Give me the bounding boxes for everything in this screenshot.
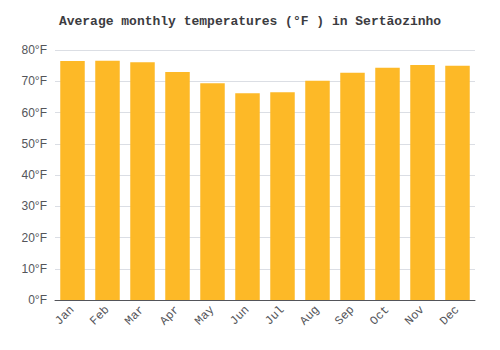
svg-text:Sep: Sep <box>332 303 357 328</box>
svg-text:80°F: 80°F <box>22 43 47 57</box>
svg-text:Aug: Aug <box>297 303 322 328</box>
svg-text:0°F: 0°F <box>28 293 47 307</box>
svg-text:Average monthly temperatures (: Average monthly temperatures (°F ) in Se… <box>59 14 441 29</box>
svg-text:60°F: 60°F <box>22 106 47 120</box>
svg-text:Feb: Feb <box>87 303 112 328</box>
svg-text:Oct: Oct <box>367 303 392 328</box>
svg-text:70°F: 70°F <box>22 74 47 88</box>
svg-text:Nov: Nov <box>402 303 427 328</box>
svg-text:May: May <box>192 303 217 328</box>
svg-text:40°F: 40°F <box>22 168 47 182</box>
svg-text:Jan: Jan <box>52 303 77 328</box>
svg-text:Jun: Jun <box>227 303 252 328</box>
svg-text:50°F: 50°F <box>22 137 47 151</box>
svg-text:Mar: Mar <box>122 303 147 328</box>
svg-text:Dec: Dec <box>437 303 462 328</box>
svg-text:20°F: 20°F <box>22 231 47 245</box>
svg-text:Jul: Jul <box>262 303 287 328</box>
svg-text:10°F: 10°F <box>22 262 47 276</box>
svg-text:Apr: Apr <box>157 303 182 328</box>
svg-text:30°F: 30°F <box>22 199 47 213</box>
